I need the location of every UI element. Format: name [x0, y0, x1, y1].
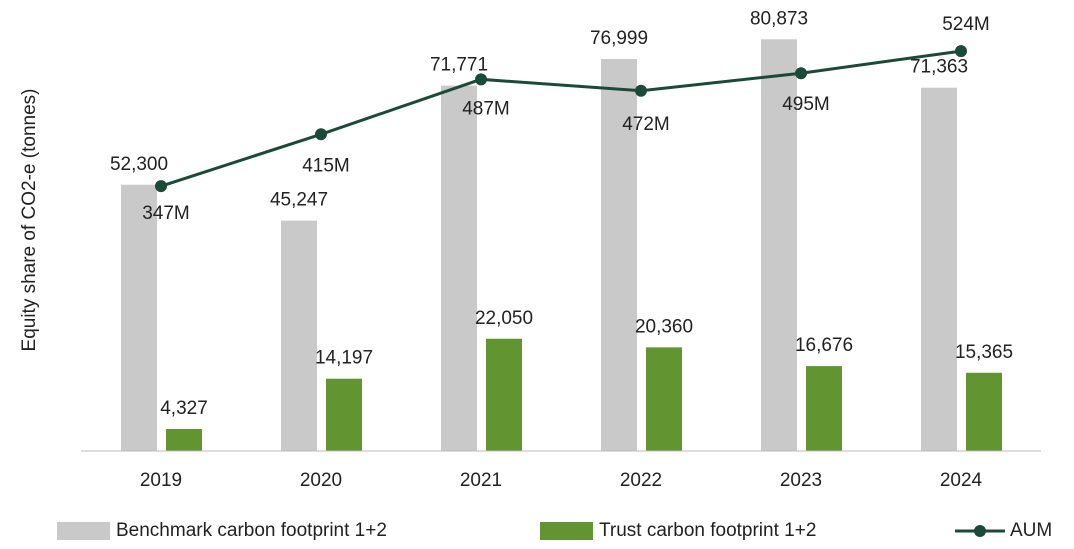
data-label: 472M	[622, 114, 670, 135]
line-point	[635, 84, 647, 97]
x-tick-label: 2023	[780, 470, 822, 491]
line	[160, 49, 962, 188]
legend-swatch	[974, 525, 986, 537]
data-label: 4,327	[160, 398, 208, 419]
line-point	[315, 128, 327, 141]
line-point	[955, 45, 967, 58]
data-label: 487M	[462, 98, 510, 119]
bar	[441, 85, 477, 451]
x-tick-label: 2024	[940, 470, 983, 491]
data-label: 14,197	[315, 348, 373, 369]
legend-label: Trust carbon footprint 1+2	[599, 520, 816, 541]
data-label: 71,771	[430, 55, 488, 76]
data-label: 347M	[142, 203, 190, 224]
data-label: 80,873	[750, 8, 808, 29]
data-label: 22,050	[475, 308, 533, 329]
data-label: 524M	[942, 14, 990, 35]
bar	[166, 428, 202, 451]
bar	[121, 184, 157, 451]
x-tick-label: 2020	[300, 470, 342, 491]
data-label: 76,999	[590, 28, 648, 49]
bar	[486, 338, 522, 451]
data-label: 71,363	[910, 57, 968, 78]
data-label: 415M	[302, 155, 350, 176]
bar	[921, 87, 957, 452]
line-point	[155, 180, 167, 193]
data-label: 20,360	[635, 316, 693, 337]
data-label: 16,676	[795, 335, 853, 356]
line-point	[475, 73, 487, 86]
data-label: 15,365	[955, 342, 1013, 363]
legend-label: Benchmark carbon footprint 1+2	[116, 520, 387, 541]
bar	[966, 372, 1002, 451]
legend-swatch	[540, 522, 593, 540]
line-point	[795, 67, 807, 80]
bar	[601, 59, 637, 451]
legend-label: AUM	[1010, 520, 1052, 541]
bar	[281, 220, 317, 451]
legend-swatch	[57, 522, 110, 540]
x-tick-label: 2022	[620, 470, 662, 491]
bar	[806, 366, 842, 451]
bar	[646, 347, 682, 451]
data-label: 52,300	[110, 154, 168, 175]
bar	[326, 378, 362, 451]
x-tick-label: 2019	[140, 470, 182, 491]
x-tick-label: 2021	[460, 470, 502, 491]
data-label: 45,247	[270, 190, 328, 211]
bar	[761, 39, 797, 452]
y-axis-label: Equity share of CO2-e (tonnes)	[19, 89, 40, 352]
data-label: 495M	[782, 94, 830, 115]
